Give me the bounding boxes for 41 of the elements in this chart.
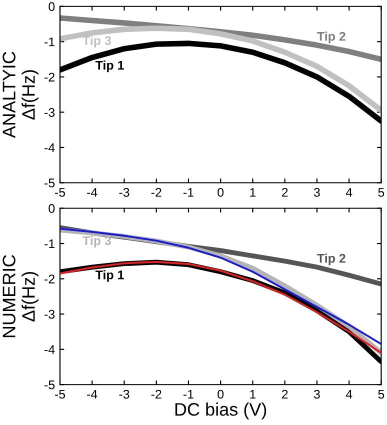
series-label: Tip 2 <box>317 32 346 44</box>
x-tick-label: 2 <box>282 390 288 399</box>
x-tick-label: -5 <box>54 188 66 197</box>
y-tick-label: -1 <box>44 38 55 46</box>
x-tick-label: -3 <box>119 188 130 197</box>
y-tick-label: -3 <box>44 310 55 319</box>
x-tick-label: 3 <box>314 188 320 197</box>
y-tick-label: -5 <box>44 178 55 188</box>
x-tick-label: 0 <box>218 188 224 197</box>
x-tick-label: 2 <box>282 188 288 197</box>
x-tick-label: -5 <box>54 390 66 399</box>
x-tick-label: -2 <box>151 390 162 399</box>
y-tick-label: -2 <box>44 274 54 284</box>
y-tick-label: -5 <box>44 380 55 390</box>
y-tick-label: -2 <box>44 72 54 82</box>
series-label: Tip 1 <box>95 270 124 282</box>
x-tick-label: 1 <box>250 188 256 197</box>
series-label: Tip 1 <box>95 60 124 72</box>
x-tick-label: 1 <box>250 390 256 399</box>
y-tick-label: 0 <box>48 2 55 12</box>
x-tick-label: -3 <box>119 390 130 399</box>
y-tick-label: -4 <box>44 143 55 152</box>
series-label: Tip 2 <box>317 254 346 266</box>
x-tick-label: 5 <box>378 188 384 197</box>
x-tick-label: 5 <box>378 390 384 399</box>
x-axis-title: DC bias (V) <box>175 402 266 420</box>
x-tick-label: 3 <box>314 390 320 399</box>
x-tick-label: -1 <box>183 390 194 399</box>
x-tick-label: -2 <box>151 188 162 197</box>
y-axis-title: ANALTYIC Δf(Hz) <box>2 52 38 138</box>
x-tick-label: 4 <box>346 188 352 197</box>
y-tick-label: -4 <box>44 345 55 354</box>
y-axis-title: NUMERIC Δf(Hz) <box>2 255 38 338</box>
y-tick-label: -3 <box>44 108 55 117</box>
x-tick-label: 0 <box>218 390 224 399</box>
x-tick-label: -1 <box>183 188 194 197</box>
x-tick-label: -4 <box>87 188 98 197</box>
y-tick-label: 0 <box>48 204 55 213</box>
x-tick-label: -4 <box>87 390 98 399</box>
x-tick-label: 4 <box>346 390 352 399</box>
y-tick-label: -1 <box>44 239 55 248</box>
